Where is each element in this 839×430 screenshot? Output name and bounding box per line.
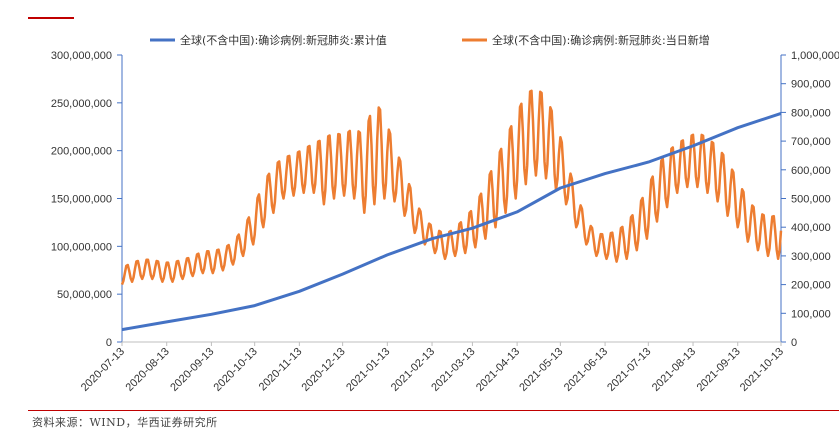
x-tick-label: 2021-01-13 [344,346,392,394]
y-right-tick-label: 800,000 [791,107,831,119]
x-tick-label: 2020-09-13 [168,346,216,394]
x-tick-label: 2021-07-13 [605,346,653,394]
y-left-tick-label: 100,000,000 [51,241,112,253]
x-tick-label: 2020-08-13 [124,346,172,394]
x-tick-label: 2021-06-13 [562,346,610,394]
source-note: 资料来源：WIND，华西证券研究所 [32,416,218,429]
plot-area [120,89,783,332]
series-line-daily [120,89,783,286]
y-left-tick-label: 250,000,000 [51,98,112,110]
y-right-tick-label: 0 [791,337,797,349]
y-right-tick-label: 300,000 [791,251,831,263]
y-left-tick-label: 150,000,000 [51,194,112,206]
x-tick-label: 2021-10-13 [738,346,786,394]
y-right-tick-label: 600,000 [791,165,831,177]
legend-label-daily: 全球(不含中国):确诊病例:新冠肺炎:当日新增 [492,33,710,47]
x-tick-label: 2020-07-13 [79,346,127,394]
x-tick-label: 2021-04-13 [474,346,522,394]
x-tick-label: 2021-09-13 [695,346,743,394]
x-tick-label: 2020-12-13 [299,346,347,394]
y-left-tick-label: 0 [106,337,112,349]
axes: 0 50,000,000 100,000,000 150,000,000 200,000… [51,50,839,394]
y-right-tick-label: 700,000 [791,136,831,148]
accent-line-bottom [28,410,839,411]
y-right-tick-label: 1,000,000 [791,50,839,62]
legend: 全球(不含中国):确诊病例:新冠肺炎:累计值 全球(不含中国):确诊病例:新冠肺… [150,33,710,47]
y-left-tick-label: 200,000,000 [51,146,112,158]
y-right-tick-label: 200,000 [791,280,831,292]
x-tick-label: 2020-10-13 [212,346,260,394]
legend-label-cumulative: 全球(不含中国):确诊病例:新冠肺炎:累计值 [180,33,387,47]
series-line-cumulative [121,111,782,332]
x-tick-label: 2020-11-13 [257,346,305,394]
y-left-tick-label: 300,000,000 [51,50,112,62]
y-right-tick-label: 900,000 [791,79,831,91]
chart-svg: 全球(不含中国):确诊病例:新冠肺炎:累计值 全球(不含中国):确诊病例:新冠肺… [51,33,839,394]
y-right-tick-label: 400,000 [791,222,831,234]
y-right-tick-label: 500,000 [791,194,831,206]
y-left-tick-label: 50,000,000 [57,289,112,301]
x-tick-label: 2021-03-13 [429,346,477,394]
accent-line-top [28,17,74,19]
y-right-tick-label: 100,000 [791,308,831,320]
x-tick-label: 2021-08-13 [650,346,698,394]
x-tick-label: 2021-05-13 [517,346,565,394]
